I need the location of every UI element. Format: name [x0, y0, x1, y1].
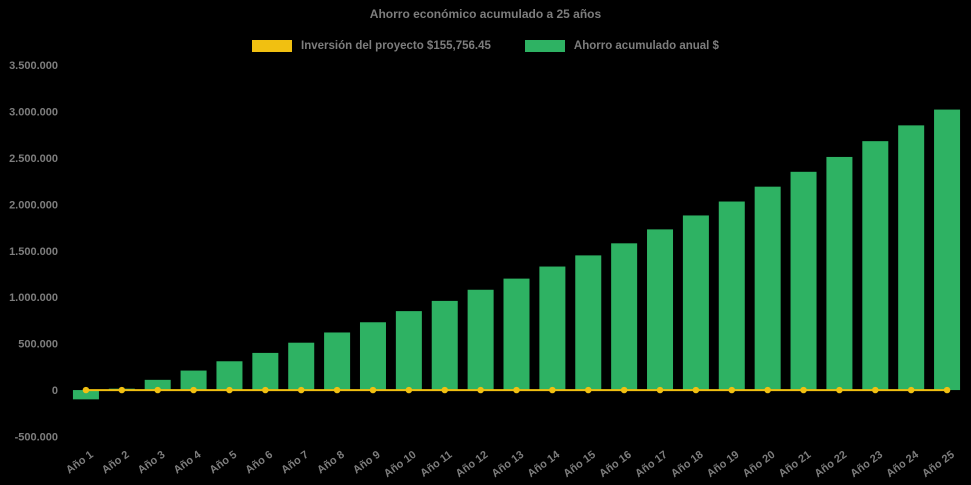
x-tick-label: Año 7: [279, 449, 311, 477]
x-tick-label: Año 24: [884, 448, 921, 480]
inversion-point: [477, 386, 484, 394]
legend-label-inversion: Inversión del proyecto $155,756.45: [301, 40, 491, 52]
bar-año-5: [216, 361, 243, 391]
inversion-point: [692, 386, 700, 394]
bar-año-22: [826, 156, 853, 391]
bar-año-17: [647, 229, 674, 391]
x-tick-label: Año 13: [490, 449, 527, 480]
legend-label-ahorro: Ahorro acumulado anual $: [573, 40, 719, 52]
y-tick-label: -500.000: [15, 432, 58, 444]
bar-año-23: [862, 141, 889, 391]
inversion-point: [943, 386, 951, 394]
inversion-point: [836, 386, 843, 394]
bar-año-8: [324, 332, 351, 391]
inversion-point: [656, 386, 664, 394]
y-tick-label: 500.000: [18, 339, 58, 351]
y-tick-label: 1.500.000: [9, 246, 58, 258]
bar-año-14: [539, 266, 566, 391]
bar-año-3: [144, 379, 171, 391]
bar-año-11: [431, 300, 458, 391]
bar-año-25: [934, 109, 961, 391]
bar-año-7: [288, 342, 315, 391]
legend-swatch-ahorro-icon: [524, 40, 565, 52]
inversion-point: [728, 386, 735, 394]
bar-año-13: [503, 278, 530, 391]
bar-año-4: [180, 370, 207, 391]
inversion-point: [513, 386, 520, 394]
x-tick-label: Año 5: [207, 449, 239, 477]
inversion-point: [298, 386, 305, 394]
x-tick-label: Año 25: [920, 449, 957, 480]
x-tick-label: Año 3: [136, 449, 168, 477]
bar-año-6: [252, 352, 279, 391]
inversion-point: [190, 386, 197, 394]
x-tick-label: Año 15: [561, 449, 598, 480]
x-tick-label: Año 8: [315, 449, 347, 477]
bar-año-12: [467, 289, 494, 391]
bar-año-20: [754, 186, 781, 391]
legend-item-inversion[interactable]: Inversión del proyecto $155,756.45: [252, 40, 491, 52]
y-tick-label: 0: [52, 385, 58, 397]
inversion-point: [620, 386, 628, 394]
chart-title: Ahorro económico acumulado a 25 años: [369, 7, 602, 21]
x-tick-label: Año 10: [382, 449, 419, 480]
inversion-point: [154, 386, 161, 394]
x-tick-label: Año 20: [741, 449, 778, 480]
bar-año-16: [611, 243, 638, 391]
x-tick-label: Año 2: [100, 449, 132, 477]
bar-año-18: [682, 215, 709, 391]
inversion-point: [369, 386, 377, 394]
x-tick-label: Año 19: [705, 449, 742, 480]
y-tick-label: 3.500.000: [9, 60, 58, 72]
x-tick-label: Año 4: [172, 448, 204, 476]
inversion-point: [872, 386, 879, 394]
inversion-point: [262, 386, 269, 394]
inversion-point: [907, 386, 915, 394]
bar-año-1: [72, 390, 99, 400]
legend-item-ahorro[interactable]: Ahorro acumulado anual $: [524, 40, 719, 52]
x-tick-label: Año 1: [64, 449, 96, 477]
x-tick-label: Año 23: [848, 449, 885, 480]
x-tick-label: Año 6: [243, 449, 275, 477]
legend: Inversión del proyecto $155,756.45 Ahorr…: [0, 40, 971, 52]
bar-año-15: [575, 255, 602, 391]
x-tick-label: Año 14: [525, 448, 562, 480]
x-tick-label: Año 21: [777, 449, 814, 480]
bar-año-9: [359, 322, 386, 391]
bar-año-21: [790, 171, 817, 391]
x-tick-label: Año 22: [812, 449, 849, 480]
inversion-point: [585, 386, 592, 394]
legend-swatch-inversion-icon: [252, 40, 293, 52]
x-tick-label: Año 9: [351, 449, 383, 477]
x-tick-label: Año 12: [454, 449, 491, 480]
y-tick-label: 1.000.000: [9, 292, 58, 304]
bar-año-19: [718, 201, 745, 391]
y-tick-label: 3.000.000: [9, 106, 58, 118]
x-tick-label: Año 16: [597, 449, 634, 480]
y-tick-label: 2.000.000: [9, 199, 58, 211]
x-tick-label: Año 17: [633, 449, 670, 480]
inversion-point: [82, 386, 90, 394]
bar-año-10: [395, 311, 422, 391]
inversion-point: [764, 386, 771, 394]
inversion-point: [226, 386, 233, 394]
y-tick-label: 2.500.000: [9, 153, 58, 165]
inversion-point: [118, 386, 126, 394]
x-tick-label: Año 11: [418, 449, 454, 480]
inversion-point: [441, 386, 448, 394]
inversion-point: [405, 386, 413, 394]
inversion-point: [800, 386, 807, 394]
x-tick-label: Año 18: [669, 449, 706, 480]
inversion-point: [333, 386, 341, 394]
bar-año-24: [898, 125, 925, 391]
inversion-point: [549, 386, 556, 394]
